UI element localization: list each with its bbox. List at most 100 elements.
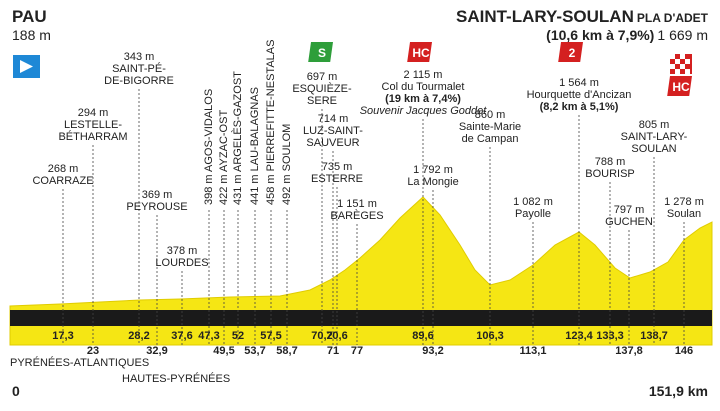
place-name: (19 km à 7,4%) — [385, 93, 461, 105]
place-name: Payolle — [515, 208, 551, 220]
km-label: 32,9 — [146, 345, 167, 357]
climb-badge — [308, 42, 333, 62]
waypoint-label: 422 m AYZAC-OST — [218, 110, 230, 205]
place-name: ARGELÈS-GAZOST — [231, 71, 244, 172]
km-label: 58,7 — [276, 345, 297, 357]
waypoint-label: 458 m PIERREFITTE-NESTALAS — [265, 40, 277, 205]
altitude: 805 m — [639, 119, 670, 131]
place-name: PIERREFITTE-NESTALAS — [265, 40, 277, 172]
km-label: 28,2 — [128, 330, 149, 342]
place-name: LAU-BALAGNAS — [249, 87, 261, 171]
km-label: 71 — [327, 345, 339, 357]
place-name: Sainte-Marie — [459, 121, 521, 133]
place-name: Col du Tourmalet — [382, 81, 465, 93]
km-label: 113,1 — [520, 345, 547, 357]
altitude: 735 m — [322, 161, 353, 173]
place-name: ESTERRE — [311, 173, 363, 185]
altitude: 788 m — [595, 156, 626, 168]
climb-category: S — [318, 46, 326, 60]
climb-category: HC — [412, 46, 430, 60]
place-name: SAINT-PÉ- — [112, 62, 166, 75]
altitude: 343 m — [124, 51, 155, 63]
altitude: 398 m — [203, 174, 215, 205]
km-label: 138,7 — [640, 330, 668, 342]
altitude: 860 m — [475, 109, 506, 121]
place-name: La Mongie — [407, 176, 458, 188]
altitude: 294 m — [78, 107, 109, 119]
finish-flag — [670, 54, 692, 74]
place-name: GUCHEN — [605, 216, 653, 228]
km-label: 89,6 — [412, 330, 433, 342]
altitude: 369 m — [142, 189, 173, 201]
place-name: SOULAN — [631, 143, 676, 155]
place-name: DE-BIGORRE — [104, 75, 174, 87]
altitude: 431 m — [232, 174, 244, 205]
km-label: 23 — [87, 345, 99, 357]
km-label: 53,7 — [244, 345, 265, 357]
km-label: 93,2 — [422, 345, 443, 357]
profile — [9, 196, 713, 346]
km-label: 70,2 — [311, 330, 332, 342]
place-name: Souvenir Jacques Goddet — [360, 105, 488, 117]
finish-info: (10,6 km à 7,9%) 1 669 m — [546, 27, 708, 43]
km-label: 77 — [351, 345, 363, 357]
start-alt: 188 m — [12, 27, 51, 43]
km-label: 49,5 — [213, 345, 234, 357]
place-name: AGOS-VIDALOS — [203, 89, 215, 172]
km-label: 17,3 — [52, 330, 73, 342]
km-label: 52 — [232, 330, 244, 342]
altitude: 1 792 m — [413, 164, 453, 176]
place-name: BOURISP — [585, 168, 635, 180]
climb-badge — [667, 76, 693, 96]
altitude: 1 082 m — [513, 196, 553, 208]
end-km: 151,9 km — [649, 383, 708, 399]
place-name: COARRAZE — [32, 175, 93, 187]
altitude: 797 m — [614, 204, 645, 216]
km-label: 57,5 — [260, 330, 281, 342]
altitude: 1 278 m — [664, 196, 704, 208]
climb-category: 2 — [569, 46, 576, 60]
place-name: SAUVEUR — [306, 137, 359, 149]
place-name: BÉTHARRAM — [58, 130, 127, 143]
altitude: 441 m — [249, 174, 261, 205]
place-name: de Campan — [462, 133, 519, 145]
region: HAUTES-PYRÉNÉES — [122, 372, 230, 385]
altitude: 268 m — [48, 163, 79, 175]
km-label: 70,6 — [326, 330, 347, 342]
km-label: 37,6 — [171, 330, 192, 342]
region: PYRÉNÉES-ATLANTIQUES — [10, 356, 149, 369]
waypoint-label: 441 m LAU-BALAGNAS — [249, 87, 261, 205]
altitude: 1 564 m — [559, 77, 599, 89]
start-km: 0 — [12, 383, 20, 399]
altitude: 458 m — [265, 174, 277, 205]
km-label: 106,3 — [476, 330, 504, 342]
km-label: 47,3 — [198, 330, 219, 342]
start-name: PAU — [12, 7, 47, 26]
altitude: 378 m — [167, 245, 198, 257]
place-name: Soulan — [667, 208, 701, 220]
place-name: LOURDES — [155, 257, 208, 269]
place-name: SERE — [307, 95, 337, 107]
place-name: PEYROUSE — [126, 201, 187, 213]
place-name: LESTELLE- — [64, 119, 122, 131]
waypoint-label: 492 m SOULOM — [281, 124, 293, 205]
km-label: 137,8 — [615, 345, 643, 357]
climb-badge — [558, 42, 583, 62]
altitude: 714 m — [318, 113, 349, 125]
place-name: SAINT-LARY- — [621, 131, 688, 143]
km-label: 146 — [675, 345, 693, 357]
place-name: SOULOM — [281, 124, 293, 172]
altitude: 422 m — [218, 174, 230, 205]
place-name: (8,2 km à 5,1%) — [540, 101, 619, 113]
place-name: AYZAC-OST — [218, 110, 230, 172]
finish: SAINT-LARY-SOULAN PLA D'ADET — [456, 7, 709, 26]
altitude: 2 115 m — [404, 69, 443, 81]
place-name: Hourquette d'Ancizan — [527, 89, 632, 101]
climb-badge — [407, 42, 432, 62]
waypoint-label: 398 m AGOS-VIDALOS — [203, 89, 215, 205]
climb-category: HC — [672, 80, 690, 94]
altitude: 1 151 m — [337, 198, 377, 210]
waypoint-label: 431 m ARGELÈS-GAZOST — [231, 71, 244, 205]
altitude: 697 m — [307, 71, 338, 83]
